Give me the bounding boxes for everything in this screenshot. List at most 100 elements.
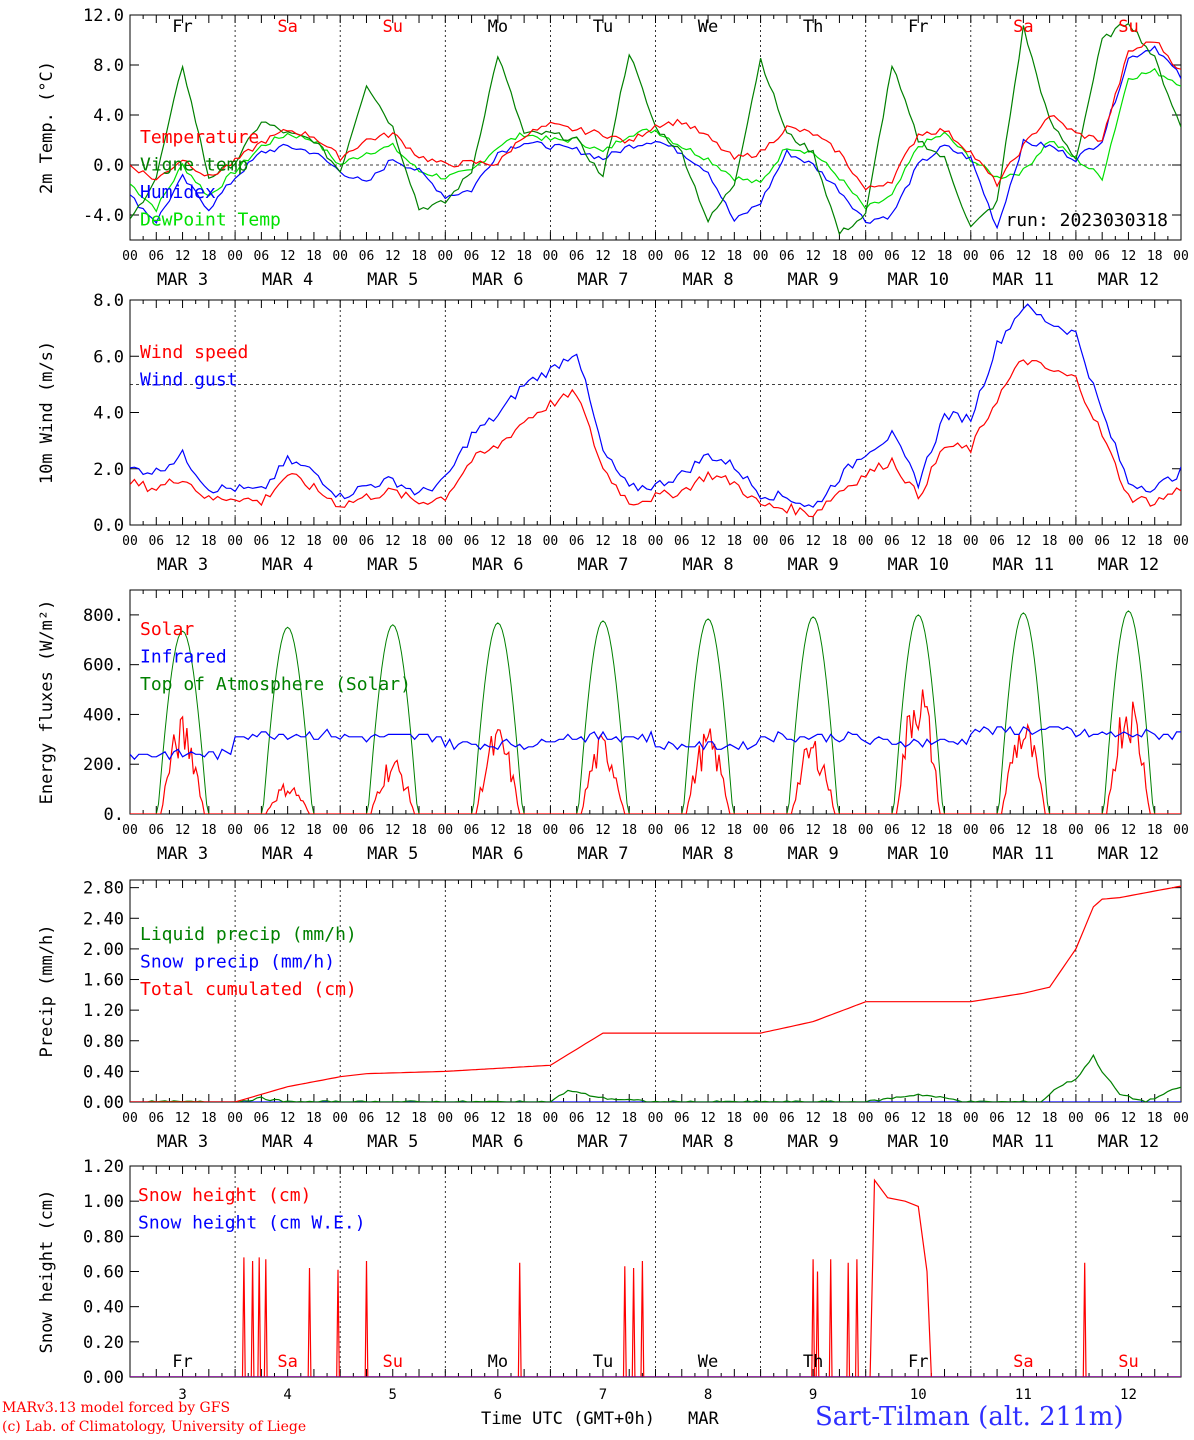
legend-entry: Solar [140, 619, 194, 640]
series-line-wind-gust [130, 303, 1181, 508]
weekday-label: We [698, 17, 718, 37]
legend-entry: Temperature [140, 127, 259, 148]
hour-tick-label: 06 [254, 249, 270, 264]
date-label: MAR 8 [682, 1132, 733, 1152]
y-tick-label: 1.00 [83, 1192, 124, 1212]
hour-tick-label: 00 [122, 534, 138, 549]
hour-tick-label: 18 [1042, 823, 1058, 838]
hour-tick-label: 00 [1068, 249, 1084, 264]
hour-tick-label: 06 [569, 534, 585, 549]
date-label: MAR 8 [682, 555, 733, 575]
hour-tick-label: 00 [753, 534, 769, 549]
series-group [130, 1178, 1181, 1377]
day-number-label: 7 [599, 1387, 607, 1403]
snow-spike [640, 1260, 645, 1377]
hour-tick-label: 00 [227, 1111, 243, 1126]
hour-tick-label: 12 [1016, 534, 1032, 549]
hour-tick-label: 18 [1042, 249, 1058, 264]
hour-tick-label: 06 [674, 249, 690, 264]
hour-tick-label: 00 [332, 1111, 348, 1126]
snow-spike [241, 1257, 246, 1377]
y-axis-label: Energy fluxes (W/m²) [37, 600, 57, 805]
date-label: MAR 5 [367, 270, 418, 290]
date-label: MAR 3 [157, 270, 208, 290]
hour-tick-label: 06 [884, 1111, 900, 1126]
series-group [130, 303, 1181, 518]
date-label: MAR 9 [788, 844, 839, 864]
hour-tick-label: 18 [516, 534, 532, 549]
y-tick-label: 0.40 [83, 1062, 124, 1082]
date-label: MAR 10 [888, 270, 949, 290]
hour-tick-label: 12 [910, 823, 926, 838]
hour-tick-label: 06 [1094, 823, 1110, 838]
hour-tick-label: 18 [411, 249, 427, 264]
hour-tick-label: 12 [805, 249, 821, 264]
date-label: MAR 3 [157, 844, 208, 864]
hour-tick-label: 00 [437, 823, 453, 838]
hour-tick-label: 06 [359, 1111, 375, 1126]
hour-tick-label: 00 [543, 249, 559, 264]
hour-tick-label: 18 [832, 823, 848, 838]
snow-spike [364, 1260, 369, 1377]
date-label: MAR 8 [682, 270, 733, 290]
run-label: run: 2023030318 [1005, 210, 1168, 231]
date-label: MAR 12 [1098, 270, 1159, 290]
hour-tick-label: 00 [227, 534, 243, 549]
hour-tick-label: 18 [516, 1111, 532, 1126]
hour-tick-label: 18 [621, 534, 637, 549]
series-line-vigne-temp [130, 22, 1181, 236]
y-tick-label: 1.20 [83, 1001, 124, 1021]
hour-tick-label: 00 [437, 249, 453, 264]
hour-tick-label: 06 [779, 1111, 795, 1126]
weekday-label: Su [1118, 17, 1138, 37]
hour-tick-label: 18 [937, 823, 953, 838]
lab-credit: (c) Lab. of Climatology, University of L… [2, 1419, 307, 1435]
hour-tick-label: 18 [516, 249, 532, 264]
hour-tick-label: 00 [1173, 249, 1189, 264]
y-axis-label: 10m Wind (m/s) [37, 341, 57, 484]
hour-tick-label: 18 [411, 823, 427, 838]
hour-tick-label: 12 [1121, 1111, 1137, 1126]
day-number-label: 5 [389, 1387, 397, 1403]
date-label: MAR 12 [1098, 555, 1159, 575]
hour-tick-label: 06 [884, 823, 900, 838]
hour-tick-label: 18 [1147, 823, 1163, 838]
series-line-infrared [130, 725, 1181, 761]
day-number-label: 10 [910, 1387, 927, 1403]
hour-tick-label: 18 [832, 534, 848, 549]
hour-tick-label: 00 [753, 1111, 769, 1126]
hour-tick-label: 18 [726, 823, 742, 838]
y-tick-label: 8.0 [93, 291, 124, 311]
hour-tick-label: 12 [805, 1111, 821, 1126]
panel-precip: 00 06 12 18 00 06 12 18 00 06 12 18 00 06 12 18 00 06 12 18… [37, 879, 1189, 1152]
day-number-label: 12 [1120, 1387, 1137, 1403]
hour-tick-label: 06 [1094, 534, 1110, 549]
date-label: MAR 4 [262, 844, 313, 864]
legend-entry: DewPoint Temp [140, 210, 281, 231]
hour-tick-label: 12 [490, 249, 506, 264]
hour-tick-label: 18 [937, 534, 953, 549]
hour-tick-label: 06 [779, 823, 795, 838]
hour-tick-label: 18 [306, 1111, 322, 1126]
weekday-label: Th [803, 1352, 823, 1372]
hour-tick-label: 12 [700, 823, 716, 838]
weekday-label: Fr [908, 1352, 928, 1372]
hour-tick-label: 06 [674, 823, 690, 838]
hour-tick-label: 00 [858, 823, 874, 838]
y-tick-label: 200. [83, 755, 124, 775]
date-label: MAR 6 [472, 555, 523, 575]
y-tick-label: 0.40 [83, 1298, 124, 1318]
hour-tick-label: 12 [1016, 823, 1032, 838]
hour-tick-label: 18 [726, 1111, 742, 1126]
weekday-label: We [698, 1352, 718, 1372]
weekday-label: Mo [488, 17, 508, 37]
panel-temp: 00 06 12 18 00 06 12 18 00 06 12 18 00 06 12 18 00 06 12 18… [37, 6, 1189, 290]
hour-tick-label: 00 [963, 249, 979, 264]
hour-tick-label: 06 [148, 249, 164, 264]
hour-tick-label: 12 [385, 823, 401, 838]
weekday-label: Mo [488, 1352, 508, 1372]
hour-tick-label: 06 [1094, 1111, 1110, 1126]
legend-entry: Top of Atmosphere (Solar) [140, 674, 411, 695]
hour-tick-label: 12 [175, 823, 191, 838]
hour-tick-label: 00 [963, 1111, 979, 1126]
